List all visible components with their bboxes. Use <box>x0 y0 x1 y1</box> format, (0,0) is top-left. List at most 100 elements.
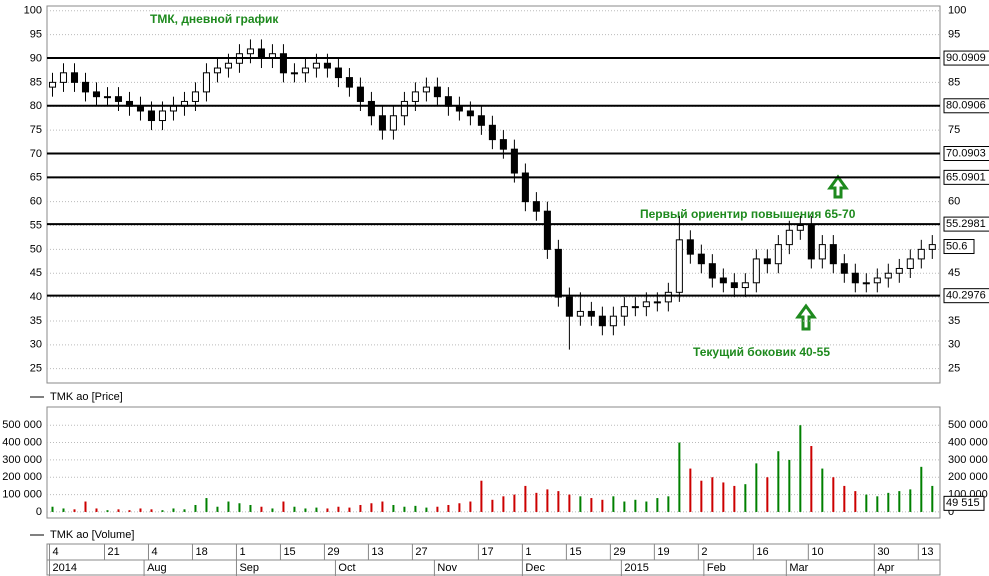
volume-bar <box>73 509 76 512</box>
candle-body <box>169 105 177 112</box>
volume-bar <box>359 504 362 512</box>
y-tick-label: 200 000 <box>948 471 988 483</box>
y-tick-label: 45 <box>948 267 960 279</box>
candle-body <box>719 277 727 284</box>
level-label-box <box>943 288 989 304</box>
candle-body <box>664 291 672 303</box>
volume-bar <box>843 485 846 512</box>
level-label-box <box>943 50 989 66</box>
volume-bar <box>227 501 230 512</box>
level-label: 70.0903 <box>946 147 986 159</box>
x-tick-label: 15 <box>569 546 581 558</box>
volume-bar <box>656 498 659 512</box>
candle-body <box>840 263 848 274</box>
candle-body <box>345 77 353 88</box>
candle-body <box>323 62 331 69</box>
volume-bar <box>304 508 307 512</box>
level-label-box <box>943 98 989 114</box>
candle-body <box>653 301 661 304</box>
volume-bar <box>524 485 527 512</box>
volume-bar <box>205 498 208 512</box>
candle-body <box>906 258 914 269</box>
candle-body <box>477 115 485 126</box>
last-volume-label: 49 515 <box>946 497 980 509</box>
volume-bar <box>150 509 153 512</box>
y-tick-label: 25 <box>948 363 960 375</box>
volume-bar <box>414 505 417 512</box>
x-tick-label: 27 <box>415 546 427 558</box>
candle-body <box>565 296 573 317</box>
candle-body <box>136 105 145 112</box>
candle-body <box>466 110 474 117</box>
candle-body <box>191 91 199 102</box>
y-tick-label: 85 <box>948 76 960 88</box>
candle-body <box>928 244 936 250</box>
last-price-label: 50.6 <box>946 240 967 252</box>
candle-body <box>92 91 101 98</box>
volume-bar <box>821 468 824 512</box>
candle-body <box>675 239 683 293</box>
volume-bar <box>403 506 406 512</box>
x-tick-label: 13 <box>921 546 933 558</box>
candle-body <box>609 315 617 327</box>
x-tick-label: 2015 <box>624 562 648 574</box>
x-tick-label: 2 <box>701 546 707 558</box>
candle-body <box>554 248 562 298</box>
candle-body <box>246 48 254 55</box>
volume-bar <box>557 491 560 512</box>
candle-body <box>103 96 112 99</box>
volume-bar <box>711 477 714 512</box>
candle-body <box>686 239 694 255</box>
y-tick-label: 70 <box>30 148 42 160</box>
volume-bar <box>909 489 912 512</box>
x-tick-label: 21 <box>107 546 119 558</box>
x-tick-label: Nov <box>437 562 457 574</box>
y-tick-label: 35 <box>948 315 960 327</box>
y-tick-label: 60 <box>30 196 42 208</box>
volume-bar <box>546 489 549 512</box>
arrow <box>827 174 849 199</box>
y-tick-label: 40 <box>30 291 42 303</box>
volume-bar <box>458 503 461 512</box>
y-tick-label: 85 <box>30 76 42 88</box>
volume-bar <box>502 496 505 512</box>
x-tick-label: 17 <box>481 546 493 558</box>
volume-bar <box>623 501 626 512</box>
volume-bar <box>645 501 648 512</box>
volume-bar <box>183 509 186 512</box>
volume-bar <box>117 509 120 512</box>
candle-body <box>829 244 837 265</box>
volume-bar <box>491 499 494 512</box>
volume-bar <box>260 506 263 512</box>
candle-body <box>587 310 595 317</box>
volume-bar <box>590 498 593 512</box>
y-tick-label: 400 000 <box>948 436 988 448</box>
y-tick-label: 400 000 <box>2 436 42 448</box>
legend-volume: TMK ao [Volume] <box>50 529 134 541</box>
volume-bar <box>348 507 351 512</box>
y-tick-label: 25 <box>30 363 42 375</box>
volume-bar <box>425 507 428 512</box>
candle-body <box>543 210 551 250</box>
candle-body <box>730 282 738 289</box>
candle-body <box>202 72 210 93</box>
candle-body <box>499 139 507 150</box>
y-tick-label: 75 <box>948 124 960 136</box>
x-tick-label: 19 <box>657 546 669 558</box>
candle-body <box>147 110 156 122</box>
volume-bar <box>84 501 87 512</box>
candle-body <box>763 258 771 265</box>
volume-bar <box>788 459 791 512</box>
y-tick-label: 65 <box>30 172 42 184</box>
volume-bar <box>172 508 175 512</box>
volume-bar <box>139 508 142 512</box>
candle-body <box>873 277 881 284</box>
volume-bar <box>447 504 450 512</box>
candle-body <box>279 53 287 74</box>
volume-bar <box>810 446 813 512</box>
volume-bar <box>513 494 516 512</box>
volume-bar <box>535 492 538 512</box>
level-label: 90.0909 <box>946 52 986 64</box>
x-tick-label: 29 <box>613 546 625 558</box>
volume-bar <box>722 482 725 512</box>
